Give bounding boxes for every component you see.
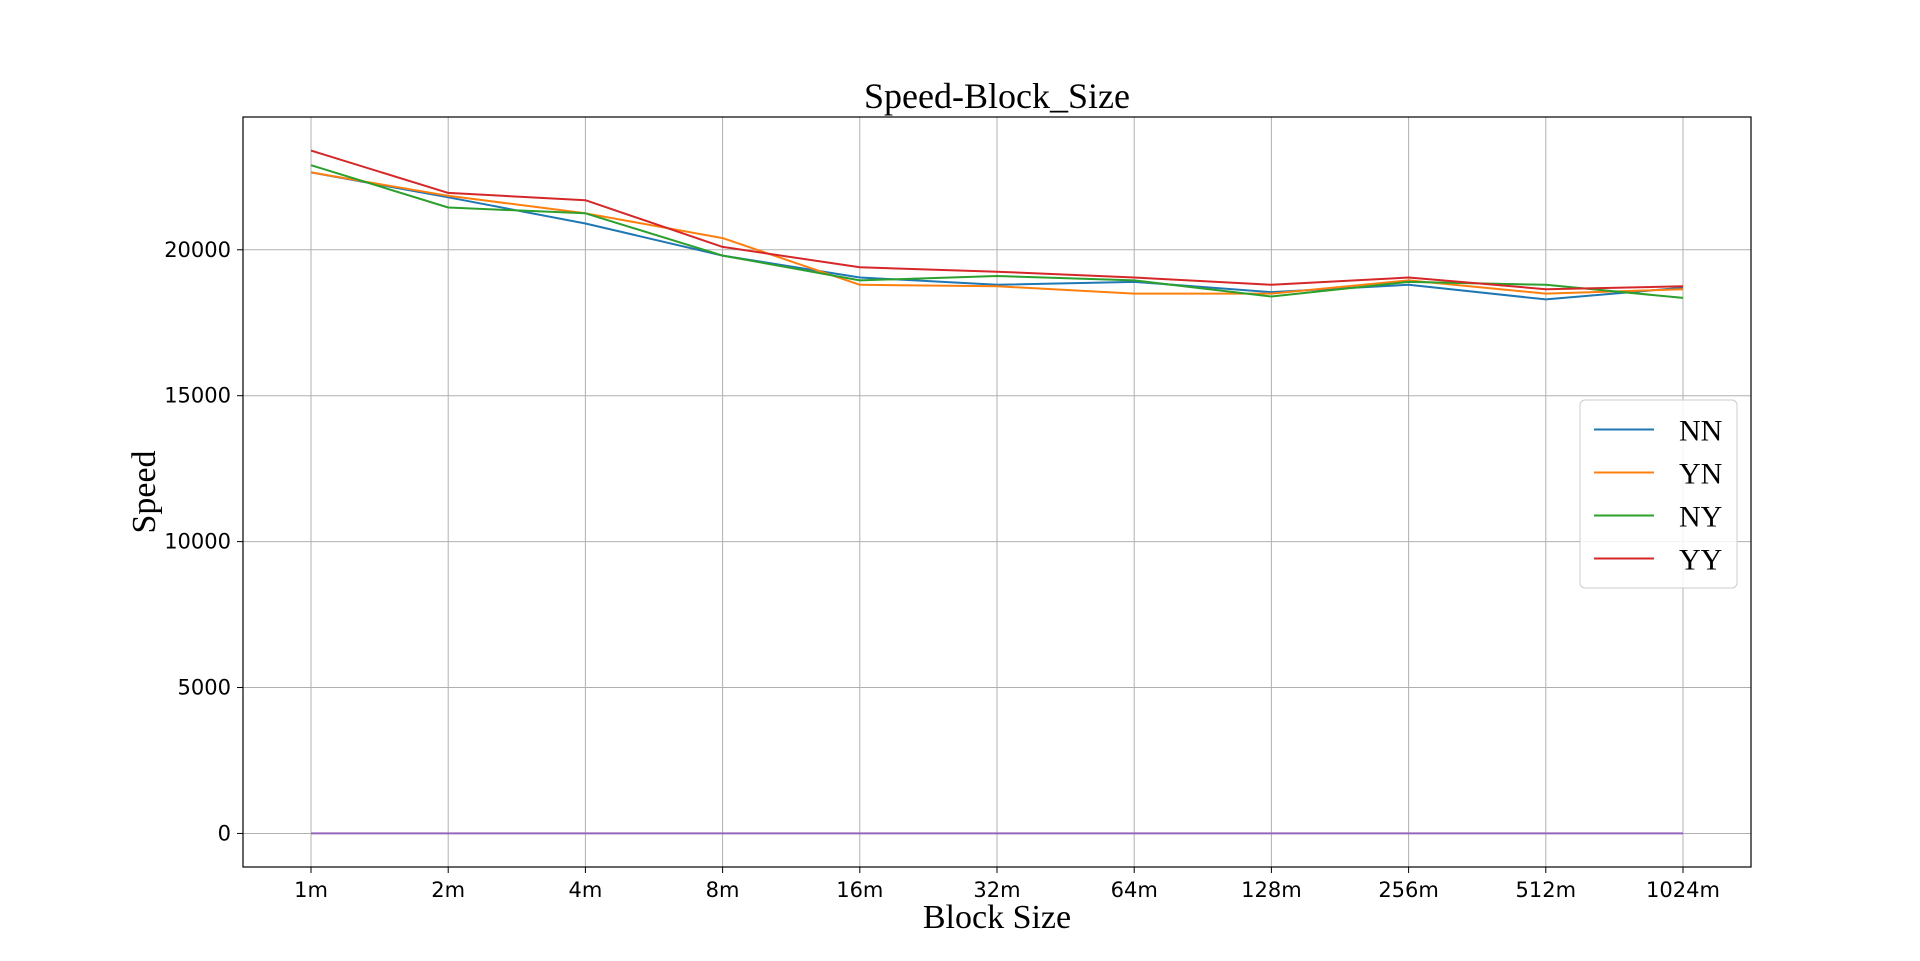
- x-tick-label: 64m: [1111, 878, 1158, 902]
- x-tick-label: 8m: [706, 878, 740, 902]
- series-line-yn: [310, 171, 1684, 295]
- x-tick-label: 256m: [1378, 878, 1439, 902]
- series-line-yy: [310, 149, 1684, 291]
- y-tick-label: 5000: [178, 676, 231, 700]
- legend-label-nn: NN: [1679, 415, 1722, 448]
- y-tick-label: 0: [218, 821, 231, 845]
- x-tick-label: 512m: [1516, 878, 1577, 902]
- y-axis-label: Speed: [126, 450, 163, 533]
- x-tick-label: 16m: [836, 878, 883, 902]
- chart-title: Speed-Block_Size: [864, 76, 1130, 116]
- x-tick-label: 1m: [294, 878, 328, 902]
- y-tick-label: 20000: [164, 238, 231, 262]
- legend-label-ny: NY: [1679, 501, 1722, 534]
- legend-label-yn: YN: [1679, 458, 1722, 491]
- x-tick-label: 32m: [973, 878, 1020, 902]
- tick-layer: 1m 2m 4m 8m 16m 32m 64m 128m 256m 512m 1024m 0 5000 1…: [164, 238, 1720, 902]
- x-axis-label: Block Size: [923, 899, 1071, 936]
- x-tick-label: 4m: [568, 878, 602, 902]
- x-tick-label: 1024m: [1646, 878, 1720, 902]
- series-line-nn: [310, 171, 1684, 301]
- grid-layer: [243, 117, 1751, 867]
- y-tick-label: 15000: [164, 384, 231, 408]
- legend-label-yy: YY: [1679, 544, 1722, 577]
- x-tick-label: 128m: [1241, 878, 1302, 902]
- series-layer: [310, 149, 1684, 835]
- y-tick-label: 10000: [164, 530, 231, 554]
- x-tick-label: 2m: [431, 878, 465, 902]
- legend-box: [1579, 399, 1738, 589]
- legend: NN YN NY YY: [1579, 399, 1738, 589]
- series-line-ny: [310, 164, 1684, 299]
